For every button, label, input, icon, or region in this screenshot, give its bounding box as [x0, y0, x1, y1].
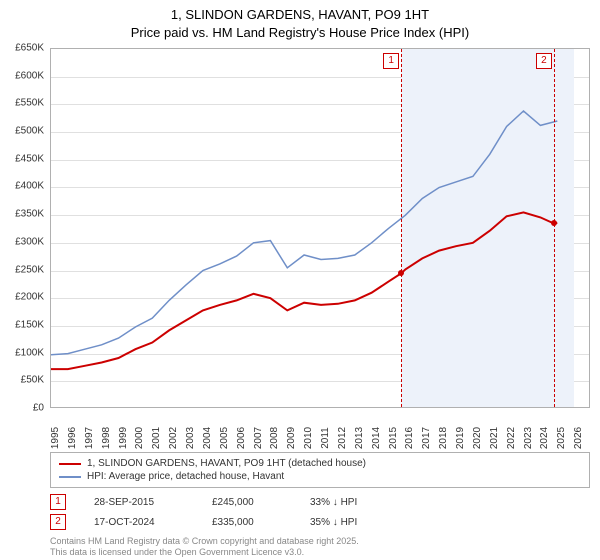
y-tick-label: £250K	[15, 264, 44, 275]
x-tick-label: 2007	[253, 427, 264, 449]
x-tick-label: 1997	[84, 427, 95, 449]
y-tick-label: £500K	[15, 126, 44, 137]
x-tick-label: 2008	[269, 427, 280, 449]
x-tick-label: 2023	[523, 427, 534, 449]
y-tick-label: £550K	[15, 98, 44, 109]
x-tick-label: 2020	[472, 427, 483, 449]
sales-table: 1 28-SEP-2015 £245,000 33% ↓ HPI 2 17-OCT-202…	[50, 492, 400, 532]
x-tick-label: 2005	[219, 427, 230, 449]
x-tick-label: 2002	[168, 427, 179, 449]
legend-label: HPI: Average price, detached house, Hava…	[87, 471, 284, 482]
chart-container: 1, SLINDON GARDENS, HAVANT, PO9 1HT Pric…	[0, 0, 600, 560]
series-hpi	[51, 111, 557, 355]
x-tick-label: 2010	[303, 427, 314, 449]
footer-attribution: Contains HM Land Registry data © Crown c…	[50, 536, 359, 559]
plot-background: 12	[50, 48, 590, 408]
x-tick-label: 2019	[455, 427, 466, 449]
x-tick-label: 1996	[67, 427, 78, 449]
x-tick-label: 2013	[354, 427, 365, 449]
series-svg	[51, 49, 591, 409]
sale-marker-index: 2	[536, 53, 552, 69]
y-tick-label: £0	[33, 403, 44, 414]
x-tick-label: 2026	[573, 427, 584, 449]
x-tick-label: 1999	[118, 427, 129, 449]
sale-marker-line	[554, 49, 555, 407]
y-tick-label: £50K	[21, 375, 44, 386]
x-tick-label: 1995	[50, 427, 61, 449]
x-tick-label: 2000	[134, 427, 145, 449]
x-tick-label: 2021	[489, 427, 500, 449]
sale-row-index: 2	[50, 514, 66, 530]
sale-row: 2 17-OCT-2024 £335,000 35% ↓ HPI	[50, 512, 400, 532]
x-tick-label: 2015	[388, 427, 399, 449]
footer-line2: This data is licensed under the Open Gov…	[50, 547, 359, 558]
x-axis: 1995 1996 1997 1998 1999 2000 2001 2002 2003 2004…	[50, 410, 590, 450]
x-tick-label: 2017	[421, 427, 432, 449]
y-tick-label: £350K	[15, 209, 44, 220]
sale-row: 1 28-SEP-2015 £245,000 33% ↓ HPI	[50, 492, 400, 512]
y-tick-label: £100K	[15, 347, 44, 358]
x-tick-label: 2009	[286, 427, 297, 449]
legend-label: 1, SLINDON GARDENS, HAVANT, PO9 1HT (det…	[87, 458, 366, 469]
sale-row-date: 28-SEP-2015	[94, 497, 184, 508]
x-tick-label: 2016	[404, 427, 415, 449]
sale-row-price: £335,000	[212, 517, 282, 528]
x-tick-label: 2025	[556, 427, 567, 449]
y-tick-label: £200K	[15, 292, 44, 303]
y-tick-label: £600K	[15, 70, 44, 81]
plot-area: 12	[50, 48, 590, 408]
x-tick-label: 2006	[236, 427, 247, 449]
sale-row-date: 17-OCT-2024	[94, 517, 184, 528]
sale-marker-line	[401, 49, 402, 407]
title-address: 1, SLINDON GARDENS, HAVANT, PO9 1HT	[0, 6, 600, 24]
legend-item: HPI: Average price, detached house, Hava…	[59, 470, 581, 483]
x-tick-label: 2024	[539, 427, 550, 449]
legend-item: 1, SLINDON GARDENS, HAVANT, PO9 1HT (det…	[59, 457, 581, 470]
y-tick-label: £300K	[15, 236, 44, 247]
y-axis: £0£50K£100K£150K£200K£250K£300K£350K£400…	[0, 48, 48, 408]
sale-row-price: £245,000	[212, 497, 282, 508]
title-subtitle: Price paid vs. HM Land Registry's House …	[0, 24, 600, 42]
legend-swatch	[59, 463, 81, 465]
y-tick-label: £450K	[15, 153, 44, 164]
x-tick-label: 2018	[438, 427, 449, 449]
sale-row-diff: 35% ↓ HPI	[310, 517, 400, 528]
x-tick-label: 2003	[185, 427, 196, 449]
sale-marker-index: 1	[383, 53, 399, 69]
y-tick-label: £400K	[15, 181, 44, 192]
footer-line1: Contains HM Land Registry data © Crown c…	[50, 536, 359, 547]
sale-row-index: 1	[50, 494, 66, 510]
legend-swatch	[59, 476, 81, 478]
x-tick-label: 2011	[320, 427, 331, 449]
sale-row-diff: 33% ↓ HPI	[310, 497, 400, 508]
y-tick-label: £150K	[15, 319, 44, 330]
x-tick-label: 2001	[151, 427, 162, 449]
x-tick-label: 2014	[371, 427, 382, 449]
y-tick-label: £650K	[15, 43, 44, 54]
x-tick-label: 2004	[202, 427, 213, 449]
x-tick-label: 2022	[506, 427, 517, 449]
x-tick-label: 2012	[337, 427, 348, 449]
chart-title: 1, SLINDON GARDENS, HAVANT, PO9 1HT Pric…	[0, 0, 600, 41]
series-price_paid	[51, 212, 557, 369]
x-tick-label: 1998	[101, 427, 112, 449]
legend: 1, SLINDON GARDENS, HAVANT, PO9 1HT (det…	[50, 452, 590, 488]
